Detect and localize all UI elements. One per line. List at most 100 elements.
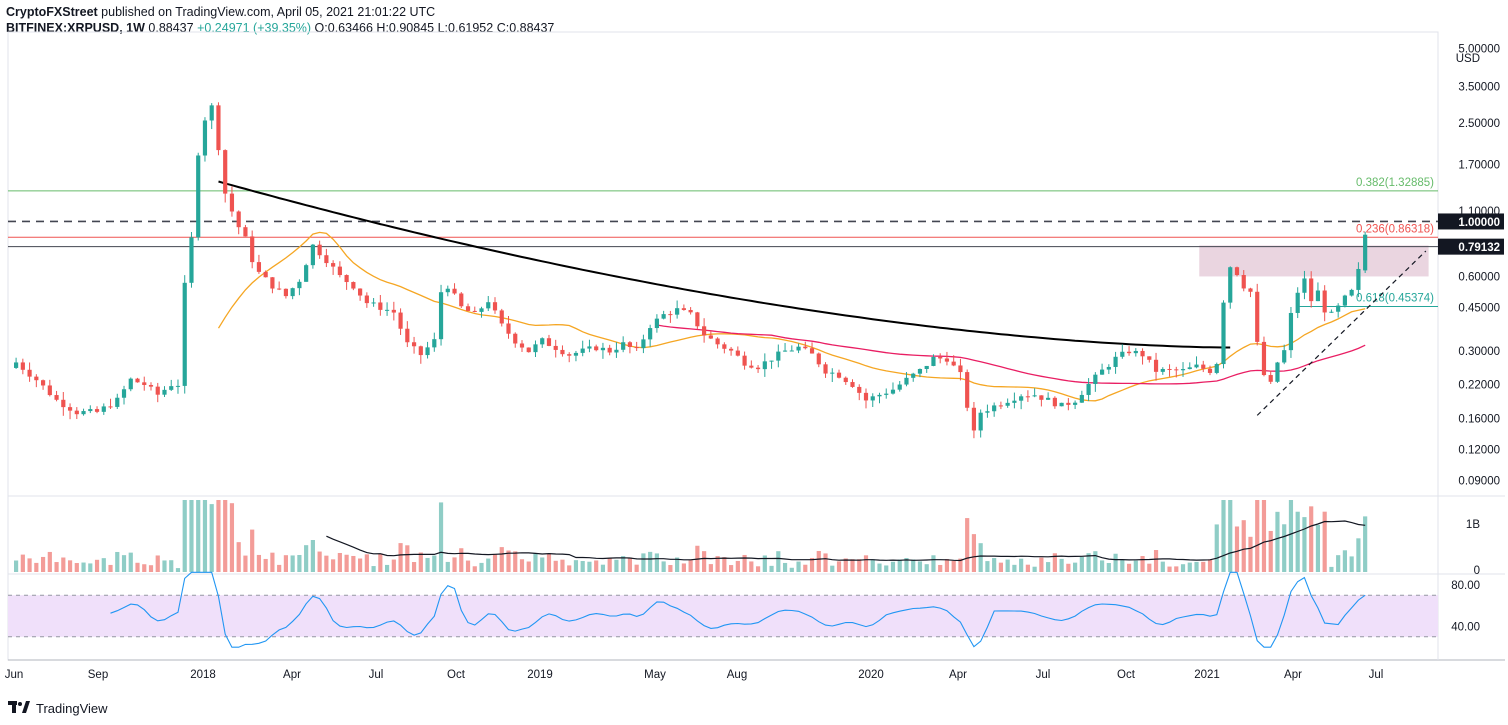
- volume-bar: [614, 559, 619, 572]
- candle-body: [40, 380, 46, 386]
- time-tick-label: Jun: [5, 669, 24, 681]
- volume-pane[interactable]: 1B 0: [14, 500, 1480, 577]
- rsi-pane[interactable]: 80.00 40.00: [8, 571, 1480, 648]
- volume-bar: [546, 553, 552, 572]
- volume-bar: [270, 552, 275, 572]
- candle-body: [769, 360, 774, 362]
- candle-body: [250, 236, 255, 263]
- volume-bar: [560, 559, 565, 572]
- candle-body: [1113, 356, 1118, 367]
- candle-body: [648, 328, 653, 340]
- volume-bar: [1019, 558, 1024, 572]
- volume-bar: [223, 500, 228, 572]
- candle-body: [1255, 291, 1260, 342]
- candle-body: [1288, 312, 1294, 351]
- volume-bar: [688, 560, 693, 572]
- candle-body: [863, 392, 869, 401]
- volume-bar: [101, 558, 106, 572]
- volume-bar: [74, 563, 79, 572]
- publisher-name[interactable]: CryptoFXStreet: [6, 5, 98, 19]
- volume-bar: [358, 558, 363, 572]
- candle-body: [722, 344, 727, 349]
- candle-body: [992, 405, 997, 412]
- volume-bar: [1363, 516, 1368, 572]
- candle-body: [904, 377, 909, 385]
- candle-body: [1275, 362, 1280, 382]
- price-tick-label: 0.16000: [1458, 414, 1500, 426]
- candle-body: [1052, 397, 1057, 407]
- candle-body: [1187, 367, 1192, 370]
- candle-body: [1140, 350, 1145, 357]
- volume-bar: [432, 555, 437, 572]
- time-axis[interactable]: Jun Sep 2018 Apr Jul Oct 2019 May Aug 2020 Apr Jul O…: [5, 669, 1384, 681]
- price-tick-label: 0.30000: [1458, 346, 1500, 358]
- volume-bar: [1113, 553, 1118, 572]
- candle-body: [108, 406, 113, 408]
- ma-red-line[interactable]: [656, 324, 1366, 385]
- candle-body: [101, 406, 106, 412]
- volume-bar: [587, 561, 592, 572]
- candle-body: [1032, 395, 1037, 397]
- volume-bar: [911, 559, 916, 572]
- volume-bar: [472, 566, 477, 572]
- volume-bar: [668, 565, 673, 572]
- candle-body: [998, 405, 1003, 407]
- volume-bar: [1261, 500, 1267, 572]
- candle-body: [1268, 375, 1273, 382]
- volume-bar: [1005, 559, 1010, 572]
- candle-body: [121, 389, 127, 398]
- candle-body: [944, 358, 950, 362]
- candle-body: [317, 244, 322, 256]
- volume-bar: [897, 559, 902, 572]
- volume-bar: [1052, 553, 1057, 572]
- consolidation-zone: [1199, 245, 1429, 277]
- candle-body: [34, 376, 39, 381]
- ma-orange-line[interactable]: [217, 231, 1366, 402]
- candle-body: [405, 328, 410, 343]
- candles: [14, 102, 1368, 439]
- candle-body: [162, 389, 167, 395]
- volume-bar: [621, 556, 626, 572]
- candle-body: [634, 347, 639, 349]
- rsi-tick-label: 40.00: [1451, 621, 1480, 633]
- volume-bar: [884, 565, 889, 572]
- candle-body: [823, 364, 828, 374]
- candle-body: [67, 407, 73, 411]
- volume-bar: [371, 566, 376, 572]
- price-axis[interactable]: 5.000003.500002.500001.700001.100000.600…: [1456, 43, 1500, 487]
- volume-bar: [742, 554, 747, 572]
- candle-body: [243, 227, 248, 237]
- candle-body: [1012, 400, 1017, 403]
- candle-body: [560, 349, 565, 355]
- candle-body: [971, 407, 977, 431]
- candle-body: [47, 385, 52, 396]
- candle-body: [809, 348, 815, 354]
- candle-body: [1079, 394, 1084, 403]
- volume-bar: [108, 564, 113, 572]
- volume-bar: [1120, 559, 1125, 572]
- descending-trendline[interactable]: [218, 180, 1231, 349]
- time-tick-label: Apr: [949, 669, 967, 681]
- tradingview-brand[interactable]: TradingView: [36, 700, 108, 716]
- rising-trendline[interactable]: [1256, 250, 1427, 416]
- volume-bar: [904, 558, 909, 572]
- candle-body: [148, 384, 154, 387]
- volume-bar: [540, 557, 545, 572]
- candle-body: [513, 333, 518, 344]
- candle-body: [668, 314, 673, 316]
- volume-bar: [128, 552, 133, 572]
- candle-body: [398, 312, 403, 329]
- volume-bar: [1349, 556, 1354, 572]
- footer: TradingView: [8, 698, 108, 718]
- volume-bar: [580, 561, 585, 572]
- volume-bar: [61, 557, 66, 572]
- volume-bar: [40, 556, 46, 572]
- candle-body: [1349, 289, 1354, 296]
- volume-bar: [202, 500, 208, 572]
- candle-body: [1019, 396, 1024, 401]
- volume-bar: [499, 547, 504, 572]
- time-tick-label: 2018: [190, 669, 216, 681]
- candle-body: [492, 302, 498, 311]
- volume-bar: [702, 551, 707, 572]
